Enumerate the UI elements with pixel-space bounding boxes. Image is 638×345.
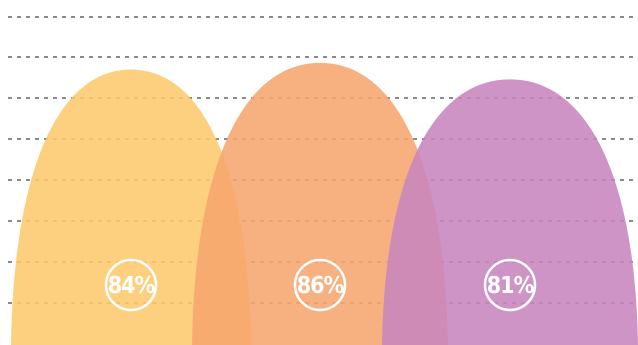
value-label-3: 81% <box>487 273 535 299</box>
value-label-2: 86% <box>297 273 345 299</box>
value-label-1: 84% <box>108 273 156 299</box>
bell-mark-3 <box>382 79 638 345</box>
bell-layer <box>11 63 638 345</box>
